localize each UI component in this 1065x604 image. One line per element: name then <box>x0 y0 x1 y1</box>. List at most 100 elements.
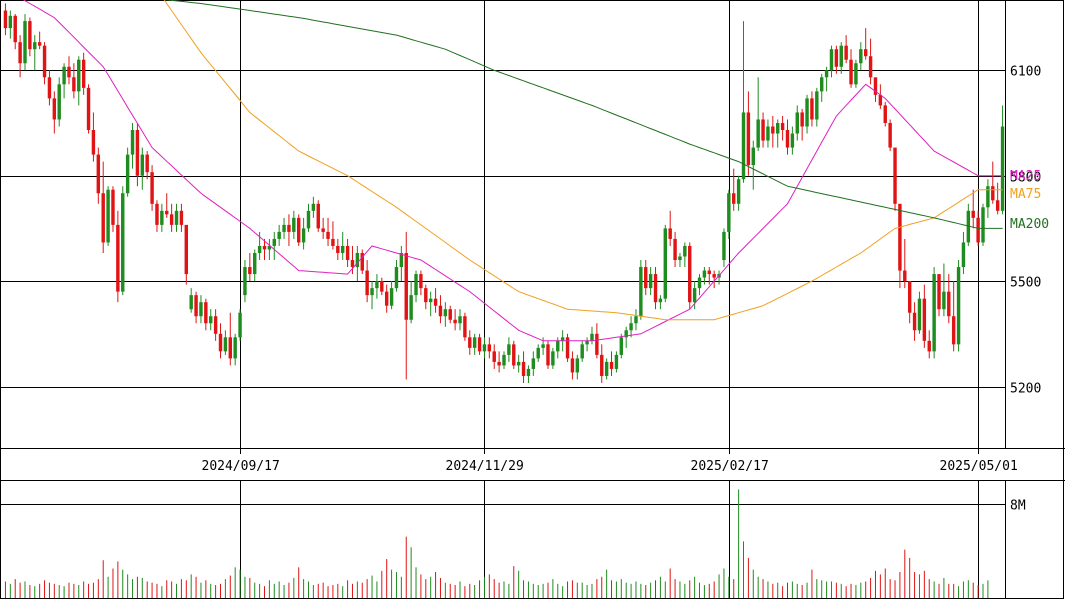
candle-body <box>800 112 804 127</box>
candle-body <box>512 344 516 366</box>
candle-body <box>956 267 961 345</box>
candle-body <box>419 274 423 289</box>
candle-body <box>262 245 267 250</box>
candle-body <box>184 224 189 275</box>
candle-body <box>375 281 379 289</box>
candle-body <box>130 130 135 155</box>
candle-body <box>140 154 145 176</box>
candle-body <box>815 91 819 120</box>
candle-body <box>805 98 809 127</box>
candle-body <box>233 337 237 359</box>
candle-body <box>13 15 17 43</box>
candle-body <box>243 267 247 296</box>
candle-body <box>360 252 364 271</box>
candle-body <box>839 45 843 67</box>
candle-body <box>204 302 208 324</box>
candle-body <box>492 351 496 362</box>
candle-body <box>536 347 540 359</box>
candle-body <box>257 245 262 253</box>
candle-body <box>697 277 702 289</box>
candle-body <box>624 330 628 338</box>
candle-body <box>350 260 355 268</box>
date-tick-label: 2025/05/01 <box>940 459 1018 474</box>
candle-body <box>634 316 638 324</box>
candle-body <box>810 98 814 120</box>
candle-body <box>37 42 42 46</box>
candle-body <box>722 231 726 261</box>
candle-body <box>688 245 692 303</box>
moving-average-lines <box>22 0 1003 342</box>
price-tick-label: 6100 <box>1010 65 1041 80</box>
candle-body <box>917 298 922 331</box>
candle-body <box>824 70 829 78</box>
candle-body <box>365 270 369 296</box>
candle-body <box>155 203 159 225</box>
candle-body <box>585 340 589 345</box>
ma-legend-ma200: MA200 <box>1010 217 1049 232</box>
candle-body <box>404 252 408 320</box>
candle-body <box>179 210 184 225</box>
axis-labels: 6100 5800 5500 5200 2024/09/17 2024/11/29 2025… <box>202 65 1050 514</box>
candle-body <box>414 274 418 296</box>
candle-body <box>106 189 110 243</box>
candle-body <box>903 270 907 282</box>
candle-body <box>213 316 218 334</box>
candle-body <box>893 147 897 204</box>
candle-body <box>546 344 550 366</box>
candle-body <box>384 291 389 306</box>
candle-body <box>907 281 912 313</box>
candle-body <box>653 274 658 303</box>
candle-body <box>355 252 360 268</box>
candle-body <box>898 203 902 271</box>
candle-body <box>565 337 570 359</box>
candle-body <box>673 238 677 261</box>
candle-body <box>863 49 868 57</box>
candle-body <box>424 288 428 303</box>
candle-body <box>751 147 755 166</box>
candle-body <box>507 344 511 355</box>
candle-body <box>658 298 663 303</box>
ma-line-ma25 <box>22 0 1003 342</box>
candle-body <box>1000 126 1005 211</box>
candle-body <box>727 193 731 232</box>
candle-body <box>868 56 873 78</box>
candle-body <box>292 217 296 232</box>
ma-legend-ma75: MA75 <box>1010 187 1041 202</box>
candle-body <box>62 66 66 85</box>
candle-body <box>67 66 71 78</box>
candle-body <box>849 59 853 85</box>
candle-body <box>668 228 672 239</box>
candle-body <box>253 252 257 275</box>
candle-body <box>57 84 61 120</box>
candle-body <box>277 231 281 239</box>
candle-body <box>23 21 27 64</box>
candle-body <box>81 59 86 88</box>
candle-body <box>771 126 775 134</box>
candle-body <box>878 94 883 106</box>
candle-body <box>472 337 477 348</box>
candle-body <box>477 337 482 352</box>
candle-body <box>707 270 711 275</box>
candle-body <box>761 119 765 141</box>
candle-body <box>986 186 990 208</box>
candle-body <box>47 77 52 99</box>
candle-body <box>991 186 995 201</box>
candle-body <box>932 274 936 352</box>
candle-body <box>678 256 682 261</box>
candle-body <box>995 200 1000 211</box>
candle-body <box>790 133 795 148</box>
candle-body <box>912 312 917 331</box>
candle-body <box>223 337 228 352</box>
candle-body <box>428 298 433 303</box>
candle-body <box>947 291 951 317</box>
candle-body <box>575 358 580 373</box>
candle-body <box>619 337 624 355</box>
candle-body <box>116 224 120 292</box>
candle-body <box>683 245 687 257</box>
candle-body <box>238 312 242 338</box>
candle-body <box>72 77 76 92</box>
candle-body <box>497 361 501 366</box>
candle-body <box>33 42 37 50</box>
